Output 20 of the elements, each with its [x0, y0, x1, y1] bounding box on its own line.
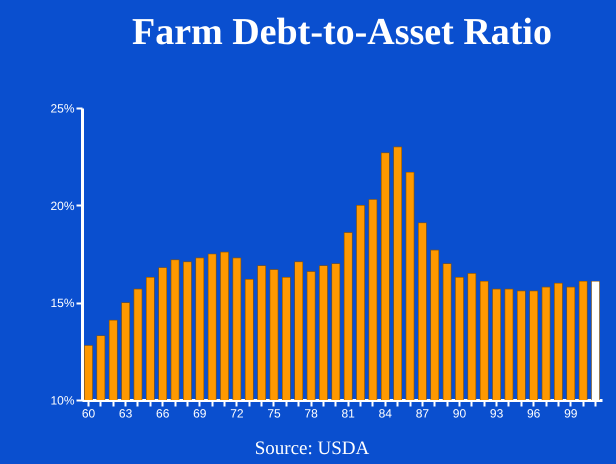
x-tick-label: 87: [416, 406, 430, 420]
x-tick-label: 75: [267, 406, 281, 420]
x-tick-label: 63: [118, 406, 133, 420]
x-tick-label: 81: [342, 406, 356, 420]
source-note: Source: USDA: [254, 438, 370, 459]
y-tick-label: 25%: [50, 102, 75, 116]
x-tick-label: 78: [304, 406, 318, 420]
x-tick-label: 60: [82, 406, 96, 420]
x-tick-label: 90: [452, 406, 466, 420]
y-tick-label: 15%: [50, 296, 75, 310]
x-tick-label: 99: [564, 406, 578, 420]
y-tick-label: 10%: [50, 394, 75, 408]
x-tick-label: 66: [156, 406, 170, 420]
x-tick-label: 84: [378, 406, 392, 420]
y-tick-label: 20%: [50, 198, 75, 213]
x-tick-label: 96: [526, 406, 541, 420]
x-tick-label: 69: [193, 406, 207, 420]
x-tick-label: 93: [490, 406, 504, 420]
x-tick-label: 72: [230, 406, 244, 420]
chart-title: Farm Debt-to-Asset Ratio: [132, 11, 552, 53]
